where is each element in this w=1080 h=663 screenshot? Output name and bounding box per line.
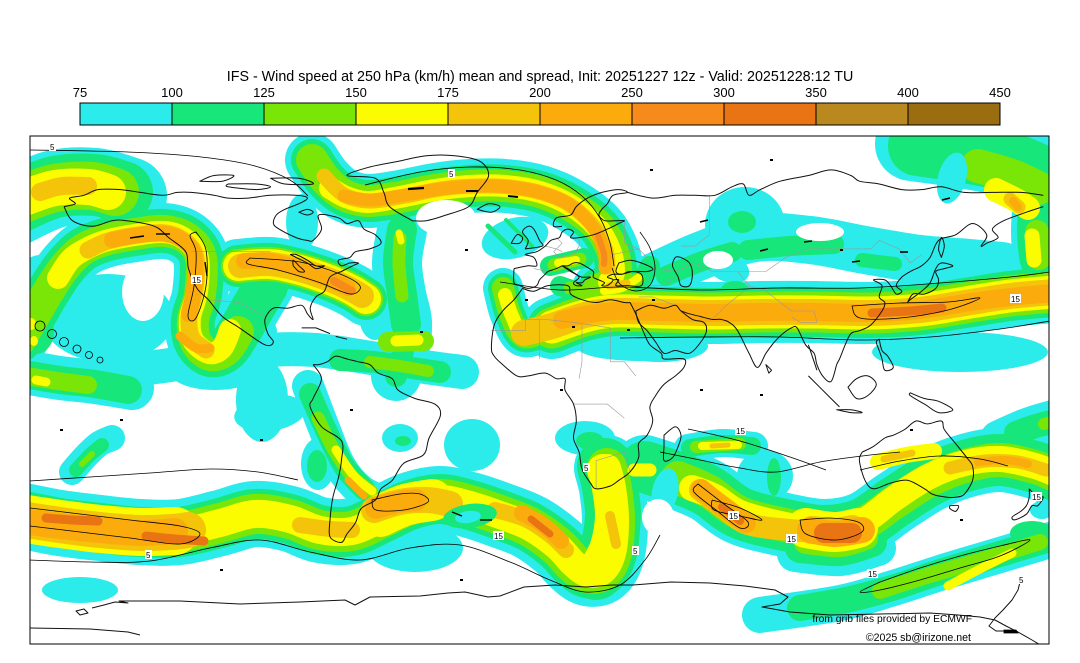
svg-text:200: 200: [529, 85, 551, 100]
svg-text:5: 5: [146, 551, 151, 560]
svg-text:300: 300: [713, 85, 735, 100]
svg-text:125: 125: [253, 85, 275, 100]
svg-text:250: 250: [621, 85, 643, 100]
svg-text:100: 100: [161, 85, 183, 100]
svg-text:150: 150: [345, 85, 367, 100]
svg-text:15: 15: [1011, 295, 1020, 304]
svg-text:15: 15: [868, 570, 877, 579]
svg-text:350: 350: [805, 85, 827, 100]
svg-text:15: 15: [787, 535, 796, 544]
svg-text:75: 75: [73, 85, 87, 100]
svg-text:from grib files provided by EC: from grib files provided by ECMWF: [812, 614, 972, 625]
svg-text:IFS - Wind speed at 250 hPa (k: IFS - Wind speed at 250 hPa (km/h) mean …: [227, 69, 854, 85]
svg-text:5: 5: [633, 547, 638, 556]
svg-text:175: 175: [437, 85, 459, 100]
svg-text:15: 15: [192, 276, 201, 285]
svg-text:©2025 sb@irizone.net: ©2025 sb@irizone.net: [866, 632, 971, 644]
svg-text:5: 5: [449, 170, 454, 179]
svg-text:5: 5: [50, 143, 55, 152]
svg-text:15: 15: [494, 532, 503, 541]
svg-text:15: 15: [729, 512, 738, 521]
svg-text:450: 450: [989, 85, 1011, 100]
svg-text:5: 5: [584, 464, 589, 473]
svg-text:15: 15: [1032, 493, 1041, 502]
svg-text:5: 5: [1019, 576, 1024, 585]
svg-text:15: 15: [736, 427, 745, 436]
svg-text:400: 400: [897, 85, 919, 100]
